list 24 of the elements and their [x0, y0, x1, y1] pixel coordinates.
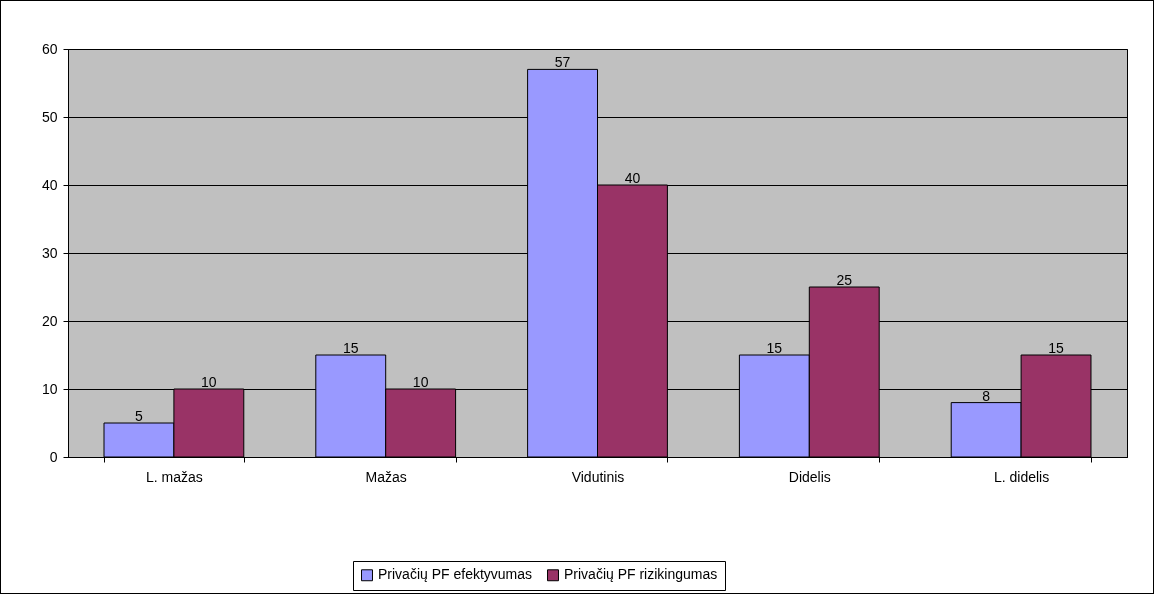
- legend-label: Privačių PF rizikingumas: [564, 566, 718, 583]
- data-label: 15: [342, 340, 359, 356]
- y-tick-label: 50: [41, 108, 58, 125]
- y-tick-label: 20: [41, 312, 58, 329]
- y-tick-label: 0: [49, 448, 58, 465]
- data-label: 8: [982, 387, 991, 404]
- x-tick-label: L. mažas: [145, 468, 203, 485]
- data-label: 10: [201, 374, 217, 390]
- data-label: 40: [624, 170, 641, 186]
- data-label: 25: [836, 272, 853, 288]
- y-tick-label: 60: [41, 40, 58, 57]
- x-tick-label: Didelis: [788, 468, 831, 485]
- y-tick-label: 30: [41, 244, 58, 261]
- x-tick-label: Mažas: [365, 468, 407, 485]
- data-label: 15: [766, 340, 783, 356]
- data-label: 15: [1048, 340, 1065, 356]
- data-label: 5: [135, 408, 144, 424]
- x-tick-label: Vidutinis: [571, 468, 625, 485]
- x-tick-label: L. didelis: [993, 468, 1050, 485]
- legend-label: Privačių PF efektyvumas: [378, 566, 533, 583]
- y-tick-label: 40: [41, 176, 58, 193]
- y-tick-label: 10: [41, 380, 58, 397]
- data-label: 10: [412, 374, 429, 390]
- data-label: 57: [554, 54, 571, 71]
